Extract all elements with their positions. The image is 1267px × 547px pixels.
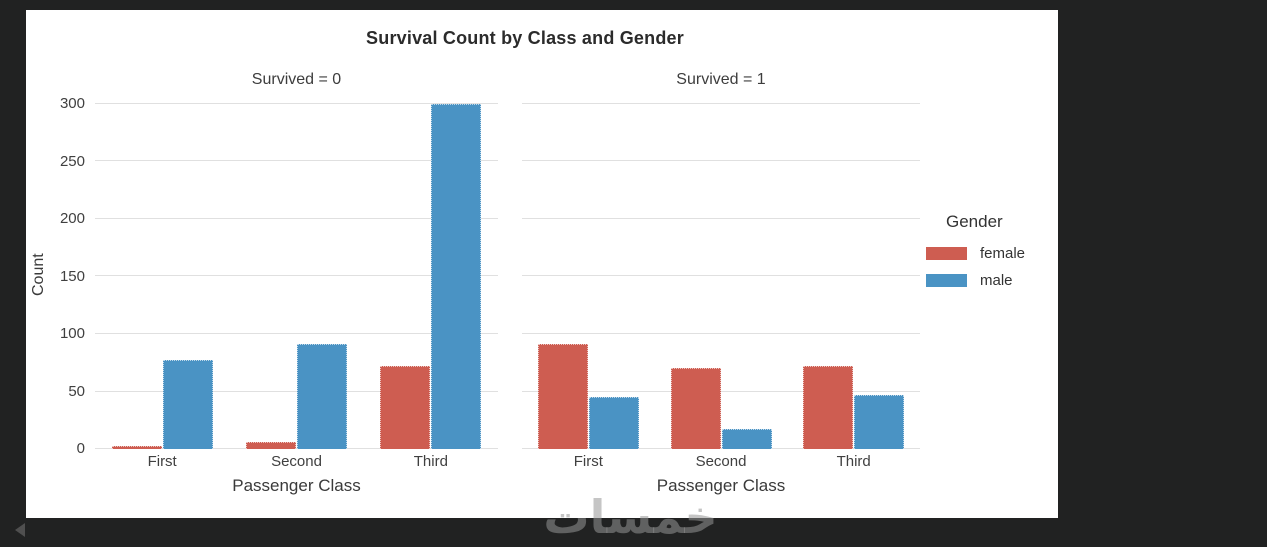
- bar-Survived0-third-male: [431, 104, 481, 449]
- bar-Survived0-second-female: [246, 442, 296, 449]
- watermark: خمسات: [543, 491, 718, 543]
- y-axis-ticks: 0 50 100 150 200 250 300: [26, 10, 85, 518]
- gridline: [95, 103, 498, 104]
- legend-swatch-female-icon: [926, 247, 967, 260]
- bar-Survived1-first-male: [589, 397, 639, 449]
- gridline: [522, 275, 920, 276]
- legend-title: Gender: [946, 212, 1003, 231]
- y-tick-label: 0: [76, 440, 85, 457]
- gridline: [522, 218, 920, 219]
- facet-title-survived-0: Survived = 0: [251, 71, 342, 88]
- y-tick-label: 150: [59, 267, 85, 285]
- y-tick-label: 200: [59, 210, 85, 227]
- gridline: [95, 275, 498, 276]
- bar-Survived1-third-female: [803, 366, 853, 449]
- facet-survived-0: Survived = 0 First Second Third Passenger …: [95, 10, 498, 518]
- x-tick-label: Second: [695, 453, 747, 470]
- x-axis-label: Passenger Class: [232, 476, 361, 495]
- x-tick-label: Second: [271, 453, 322, 470]
- legend-item-female: female: [926, 240, 1058, 267]
- gridline: [522, 448, 920, 449]
- x-axis-ticks: First Second Third: [522, 453, 920, 473]
- gridline: [95, 218, 498, 219]
- bar-Survived1-second-male: [722, 429, 772, 449]
- y-tick-label: 300: [59, 95, 85, 112]
- x-tick-label: Third: [413, 453, 448, 470]
- bar-Survived0-third-female: [380, 366, 430, 449]
- bar-Survived0-second-male: [297, 344, 347, 449]
- facet-survived-1: Survived = 1 First Second Third Passenger …: [522, 10, 920, 518]
- scroll-left-arrow-icon[interactable]: [15, 523, 25, 537]
- bar-Survived0-first-female: [112, 446, 162, 449]
- y-tick-label: 50: [68, 382, 85, 400]
- legend-label-male: male: [980, 272, 1013, 289]
- y-tick-label: 100: [59, 325, 85, 342]
- figure-panel: Survival Count by Class and Gender Count…: [26, 10, 1058, 518]
- y-tick-label: 250: [59, 152, 85, 170]
- chart-title: Survival Count by Class and Gender: [366, 28, 684, 48]
- gridline: [522, 333, 920, 334]
- x-tick-label: Third: [836, 453, 871, 470]
- facet-title-survived-1: Survived = 1: [676, 71, 766, 88]
- gridline: [95, 391, 498, 392]
- x-axis-label: Passenger Class: [656, 476, 786, 495]
- bar-Survived0-first-male: [163, 360, 213, 449]
- gridline: [522, 391, 920, 392]
- x-tick-label: First: [147, 453, 177, 470]
- gridline: [522, 160, 920, 161]
- legend-swatch-male-icon: [926, 274, 967, 287]
- bar-Survived1-second-female: [671, 368, 721, 449]
- gridline: [522, 103, 920, 104]
- x-axis-ticks: First Second Third: [95, 453, 498, 473]
- bar-Survived1-third-male: [854, 395, 904, 449]
- legend: Gender female male: [926, 212, 1058, 294]
- gridline: [95, 448, 498, 449]
- x-tick-label: First: [573, 453, 603, 470]
- legend-label-female: female: [980, 245, 1026, 262]
- gridline: [95, 160, 498, 161]
- legend-item-male: male: [926, 267, 1058, 294]
- plot-area-survived-0: [95, 88, 498, 449]
- gridline: [95, 333, 498, 334]
- plot-area-survived-1: [522, 88, 920, 449]
- bar-Survived1-first-female: [538, 344, 588, 449]
